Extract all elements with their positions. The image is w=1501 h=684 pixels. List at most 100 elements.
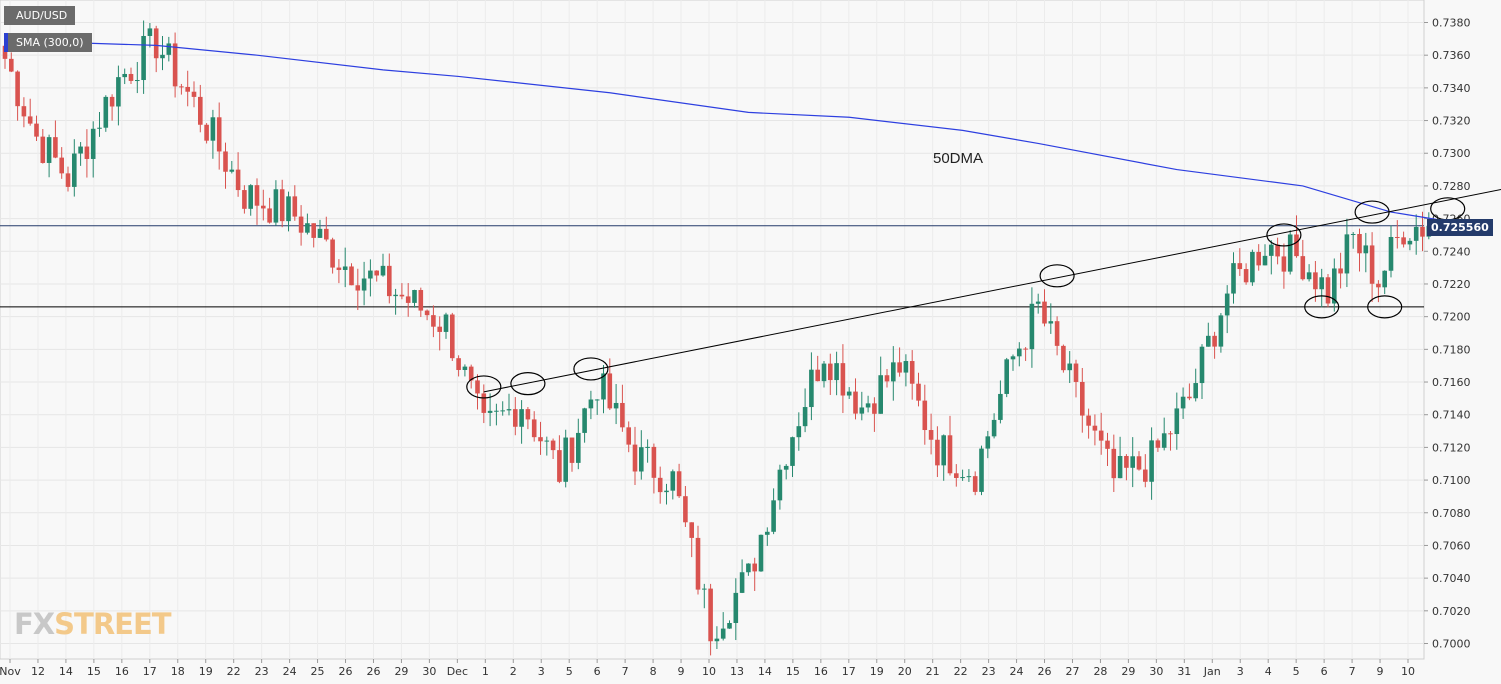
candle-down: [828, 363, 833, 381]
x-tick-label: 7: [622, 665, 629, 678]
y-tick-label: 0.7060: [1432, 539, 1471, 552]
candle-up: [248, 185, 253, 209]
candle-up: [1067, 363, 1072, 371]
candle-down: [204, 124, 209, 141]
candle-up: [941, 435, 946, 466]
candle-up: [985, 436, 991, 449]
candle-up: [733, 592, 739, 623]
candle-down: [242, 190, 247, 209]
candle-down: [1098, 430, 1104, 441]
candle-up: [639, 447, 644, 472]
x-tick-label: 14: [758, 665, 772, 678]
candle-up: [1130, 456, 1135, 468]
candle-down: [53, 137, 58, 158]
candle-up: [103, 96, 109, 128]
x-tick-label: 30: [422, 665, 436, 678]
candle-up: [368, 270, 373, 279]
x-tick-label: 8: [650, 665, 657, 678]
circle-annotation: [573, 357, 609, 381]
candle-down: [752, 563, 757, 572]
candle-up: [122, 73, 127, 78]
candle-down: [292, 196, 298, 217]
y-tick-label: 0.7300: [1432, 147, 1471, 160]
candle-down: [40, 136, 46, 163]
candle-down: [198, 96, 203, 125]
candle-down: [531, 419, 537, 438]
candle-down: [418, 290, 424, 311]
candle-up: [160, 54, 165, 59]
x-tick-label: 15: [87, 665, 101, 678]
candle-up: [116, 77, 121, 107]
x-tick-label: 26: [339, 665, 353, 678]
sma-legend-marker: [4, 33, 8, 52]
candle-down: [1294, 234, 1299, 257]
x-tick-label: 29: [394, 665, 408, 678]
candle-up: [796, 426, 802, 438]
candle-down: [1073, 363, 1079, 382]
candle-up: [1017, 348, 1022, 357]
candle-up: [487, 410, 493, 413]
candle-down: [1376, 283, 1381, 288]
candle-up: [891, 362, 896, 382]
circle-annotation: [466, 375, 502, 399]
x-tick-label: 15: [786, 665, 800, 678]
candle-up: [1332, 268, 1337, 304]
candle-down: [683, 496, 688, 523]
circle-annotation: [1304, 295, 1340, 319]
candle-down: [1420, 226, 1425, 237]
candle-down: [235, 169, 241, 191]
candle-up: [834, 363, 839, 381]
candle-up: [90, 128, 96, 159]
candle-down: [374, 270, 379, 276]
candle-down: [676, 471, 682, 497]
candle-down: [1086, 415, 1091, 426]
candle-down: [569, 437, 575, 463]
candle-up: [1193, 383, 1198, 399]
candle-up: [765, 531, 770, 535]
candle-up: [859, 407, 865, 414]
candle-up: [727, 622, 732, 629]
candle-down: [172, 43, 178, 87]
y-tick-label: 0.7160: [1432, 376, 1471, 389]
x-tick-label: 29: [1121, 665, 1135, 678]
candle-up: [720, 628, 726, 639]
candle-up: [960, 477, 965, 479]
sma-label: SMA (300,0): [16, 36, 84, 49]
candle-up: [97, 127, 102, 129]
candle-down: [884, 375, 890, 382]
x-tick-label: 31: [1177, 665, 1191, 678]
y-tick-label: 0.7180: [1432, 343, 1471, 356]
x-tick-label: 5: [1293, 665, 1300, 678]
candle-up: [78, 146, 83, 154]
candle-up: [1180, 396, 1186, 409]
candle-up: [601, 373, 606, 400]
candle-down: [1357, 234, 1362, 254]
y-tick-label: 0.7080: [1432, 507, 1471, 520]
candle-up: [1010, 356, 1016, 360]
candle-down: [109, 96, 115, 107]
candle-down: [191, 91, 197, 97]
candle-down: [1143, 469, 1148, 482]
candle-down: [399, 294, 405, 297]
candle-down: [620, 402, 625, 428]
candle-up: [166, 43, 172, 55]
candle-up: [1413, 226, 1419, 241]
candle-down: [475, 380, 480, 394]
candle-down: [550, 440, 556, 451]
x-tick-label: 6: [594, 665, 601, 678]
candle-down: [128, 73, 134, 81]
candle-down: [437, 326, 442, 332]
x-tick-label: 9: [1377, 665, 1384, 678]
x-tick-label: 27: [1065, 665, 1079, 678]
x-tick-label: 26: [366, 665, 380, 678]
x-tick-label: Nov: [0, 665, 21, 678]
circle-annotation: [1354, 200, 1390, 224]
candle-up: [1149, 440, 1154, 482]
candle-down: [1080, 381, 1085, 416]
candle-down: [267, 208, 272, 223]
candle-up: [563, 437, 568, 482]
candle-up: [1174, 408, 1180, 435]
candle-up: [1035, 301, 1041, 304]
candle-down: [84, 146, 90, 159]
